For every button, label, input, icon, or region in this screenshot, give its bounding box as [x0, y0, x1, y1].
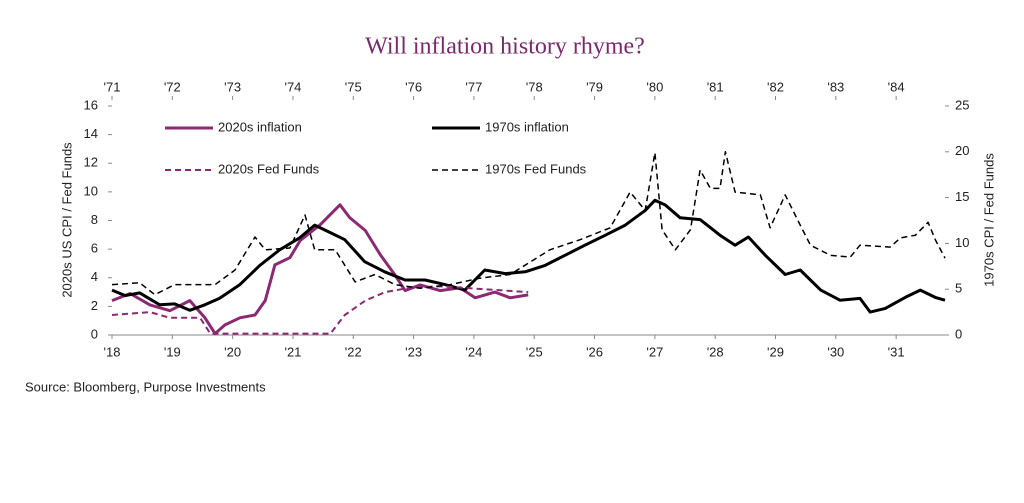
y-tick-label: 6 [91, 241, 98, 256]
y2-tick-label: 0 [955, 326, 962, 341]
x-tick-label: '22 [345, 344, 362, 359]
legend-label: 1970s Fed Funds [485, 161, 587, 176]
y-axis-title: 2020s US CPI / Fed Funds [59, 142, 74, 298]
legend-label: 2020s inflation [218, 119, 302, 134]
series-line [111, 198, 946, 314]
y2-tick-label: 20 [955, 143, 969, 158]
y-tick-label: 16 [84, 97, 98, 112]
x-tick-label: '21 [284, 344, 301, 359]
x-tick-label: '29 [767, 344, 784, 359]
legend-label: 2020s Fed Funds [218, 161, 320, 176]
x2-tick-label: '82 [767, 79, 784, 94]
y-tick-label: 14 [84, 126, 98, 141]
chart-title: Will inflation history rhyme? [365, 34, 645, 60]
series-line [111, 151, 946, 296]
legend-label: 1970s inflation [485, 119, 569, 134]
x-tick-label: '31 [888, 344, 905, 359]
y2-tick-label: 5 [955, 281, 962, 296]
x2-tick-label: '74 [284, 79, 301, 94]
x2-tick-label: '81 [707, 79, 724, 94]
series-line [111, 203, 529, 336]
x-tick-label: '26 [586, 344, 603, 359]
x-tick-label: '30 [827, 344, 844, 359]
x2-tick-label: '79 [586, 79, 603, 94]
y-tick-label: 4 [91, 269, 98, 284]
x-tick-label: '28 [707, 344, 724, 359]
x-tick-label: '24 [465, 344, 482, 359]
x2-tick-label: '75 [345, 79, 362, 94]
x-tick-label: '20 [224, 344, 241, 359]
y2-tick-label: 25 [955, 97, 969, 112]
x-tick-label: '23 [405, 344, 422, 359]
x2-tick-label: '71 [104, 79, 121, 94]
x2-tick-label: '76 [405, 79, 422, 94]
x2-tick-label: '73 [224, 79, 241, 94]
x-tick-label: '25 [526, 344, 543, 359]
y2-tick-label: 10 [955, 235, 969, 250]
x2-tick-label: '78 [526, 79, 543, 94]
y-tick-label: 10 [84, 183, 98, 198]
x-tick-label: '27 [646, 344, 663, 359]
y-tick-label: 2 [91, 298, 98, 313]
x-tick-label: '19 [164, 344, 181, 359]
y2-axis-title: 1970s CPI / Fed Funds [981, 153, 996, 287]
x2-tick-label: '72 [164, 79, 181, 94]
x-tick-label: '18 [104, 344, 121, 359]
y-tick-label: 12 [84, 155, 98, 170]
series-line [111, 285, 529, 335]
x2-tick-label: '83 [827, 79, 844, 94]
x2-tick-label: '80 [646, 79, 663, 94]
y2-tick-label: 15 [955, 189, 969, 204]
x2-tick-label: '77 [465, 79, 482, 94]
y-tick-label: 0 [91, 326, 98, 341]
x2-tick-label: '84 [888, 79, 905, 94]
y-tick-label: 8 [91, 212, 98, 227]
source-note: Source: Bloomberg, Purpose Investments [25, 379, 266, 394]
